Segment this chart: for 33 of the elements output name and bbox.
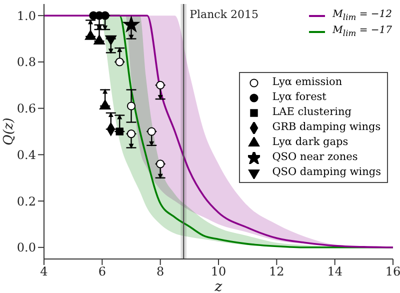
x-tick-label: 14 xyxy=(327,264,343,279)
point xyxy=(126,102,136,110)
x-axis-title: z xyxy=(214,279,223,293)
legend-label: Lyα dark gaps xyxy=(272,135,348,150)
y-tick-label: 0.0 xyxy=(16,240,36,255)
legend-label: M$_{lim}$ = −12 xyxy=(332,9,392,22)
point xyxy=(156,160,165,168)
legend-label: QSO near zones xyxy=(272,150,358,165)
legend-label: M$_{lim}$ = −17 xyxy=(332,25,392,38)
x-tick-label: 10 xyxy=(210,264,226,279)
x-tick-label: 12 xyxy=(269,264,284,279)
point xyxy=(115,58,124,66)
x-tick-label: 16 xyxy=(385,264,400,279)
x-tick-label: 6 xyxy=(98,264,106,279)
legend-label: GRB damping wings xyxy=(272,120,381,135)
y-axis-title: Q(z) xyxy=(2,118,17,146)
point xyxy=(99,100,111,110)
point xyxy=(123,16,140,32)
x-tick-label: 8 xyxy=(156,264,164,279)
y-tick-label: 0.8 xyxy=(16,55,36,70)
y-tick-label: 0.4 xyxy=(16,148,36,162)
point xyxy=(84,30,96,40)
y-tick-label: 1.0 xyxy=(16,8,36,23)
legend-label: QSO damping wings xyxy=(272,165,381,180)
y-tick-label: 0.2 xyxy=(16,194,36,208)
y-tick-label: 0.6 xyxy=(16,102,36,116)
ref-line-label: Planck 2015 xyxy=(190,8,258,21)
legend-label: LAE clustering xyxy=(272,105,352,120)
point xyxy=(147,127,156,136)
x-tick-label: 4 xyxy=(40,264,48,279)
point xyxy=(156,80,165,90)
legend-label: Lyα emission xyxy=(272,75,342,90)
legend-label: Lyα forest xyxy=(272,90,326,105)
